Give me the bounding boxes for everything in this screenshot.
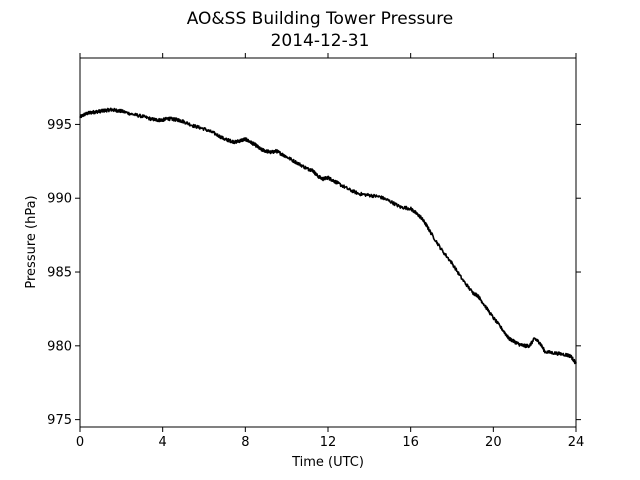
- y-tick-label: 985: [47, 266, 72, 281]
- x-axis: 0 4 8 12 16 20 24: [76, 53, 584, 450]
- y-tick-label: 980: [47, 339, 72, 354]
- chart-title: AO&SS Building Tower Pressure: [187, 9, 454, 29]
- x-tick-label: 20: [485, 435, 502, 450]
- x-tick-label: 24: [568, 435, 585, 450]
- x-tick-label: 0: [76, 435, 84, 450]
- y-axis-label: Pressure (hPa): [24, 195, 39, 288]
- x-axis-label: Time (UTC): [291, 455, 364, 470]
- x-tick-label: 16: [402, 435, 419, 450]
- pressure-series-line: [79, 107, 577, 365]
- plot-frame: [79, 57, 577, 428]
- y-tick-label: 995: [47, 118, 72, 133]
- y-tick-label: 975: [47, 413, 72, 428]
- chart-subtitle: 2014-12-31: [271, 31, 370, 51]
- y-axis: 975 980 985 990 995: [47, 118, 581, 428]
- x-tick-label: 4: [159, 435, 167, 450]
- x-tick-label: 8: [241, 435, 249, 450]
- y-tick-label: 990: [47, 192, 72, 207]
- x-tick-label: 12: [320, 435, 337, 450]
